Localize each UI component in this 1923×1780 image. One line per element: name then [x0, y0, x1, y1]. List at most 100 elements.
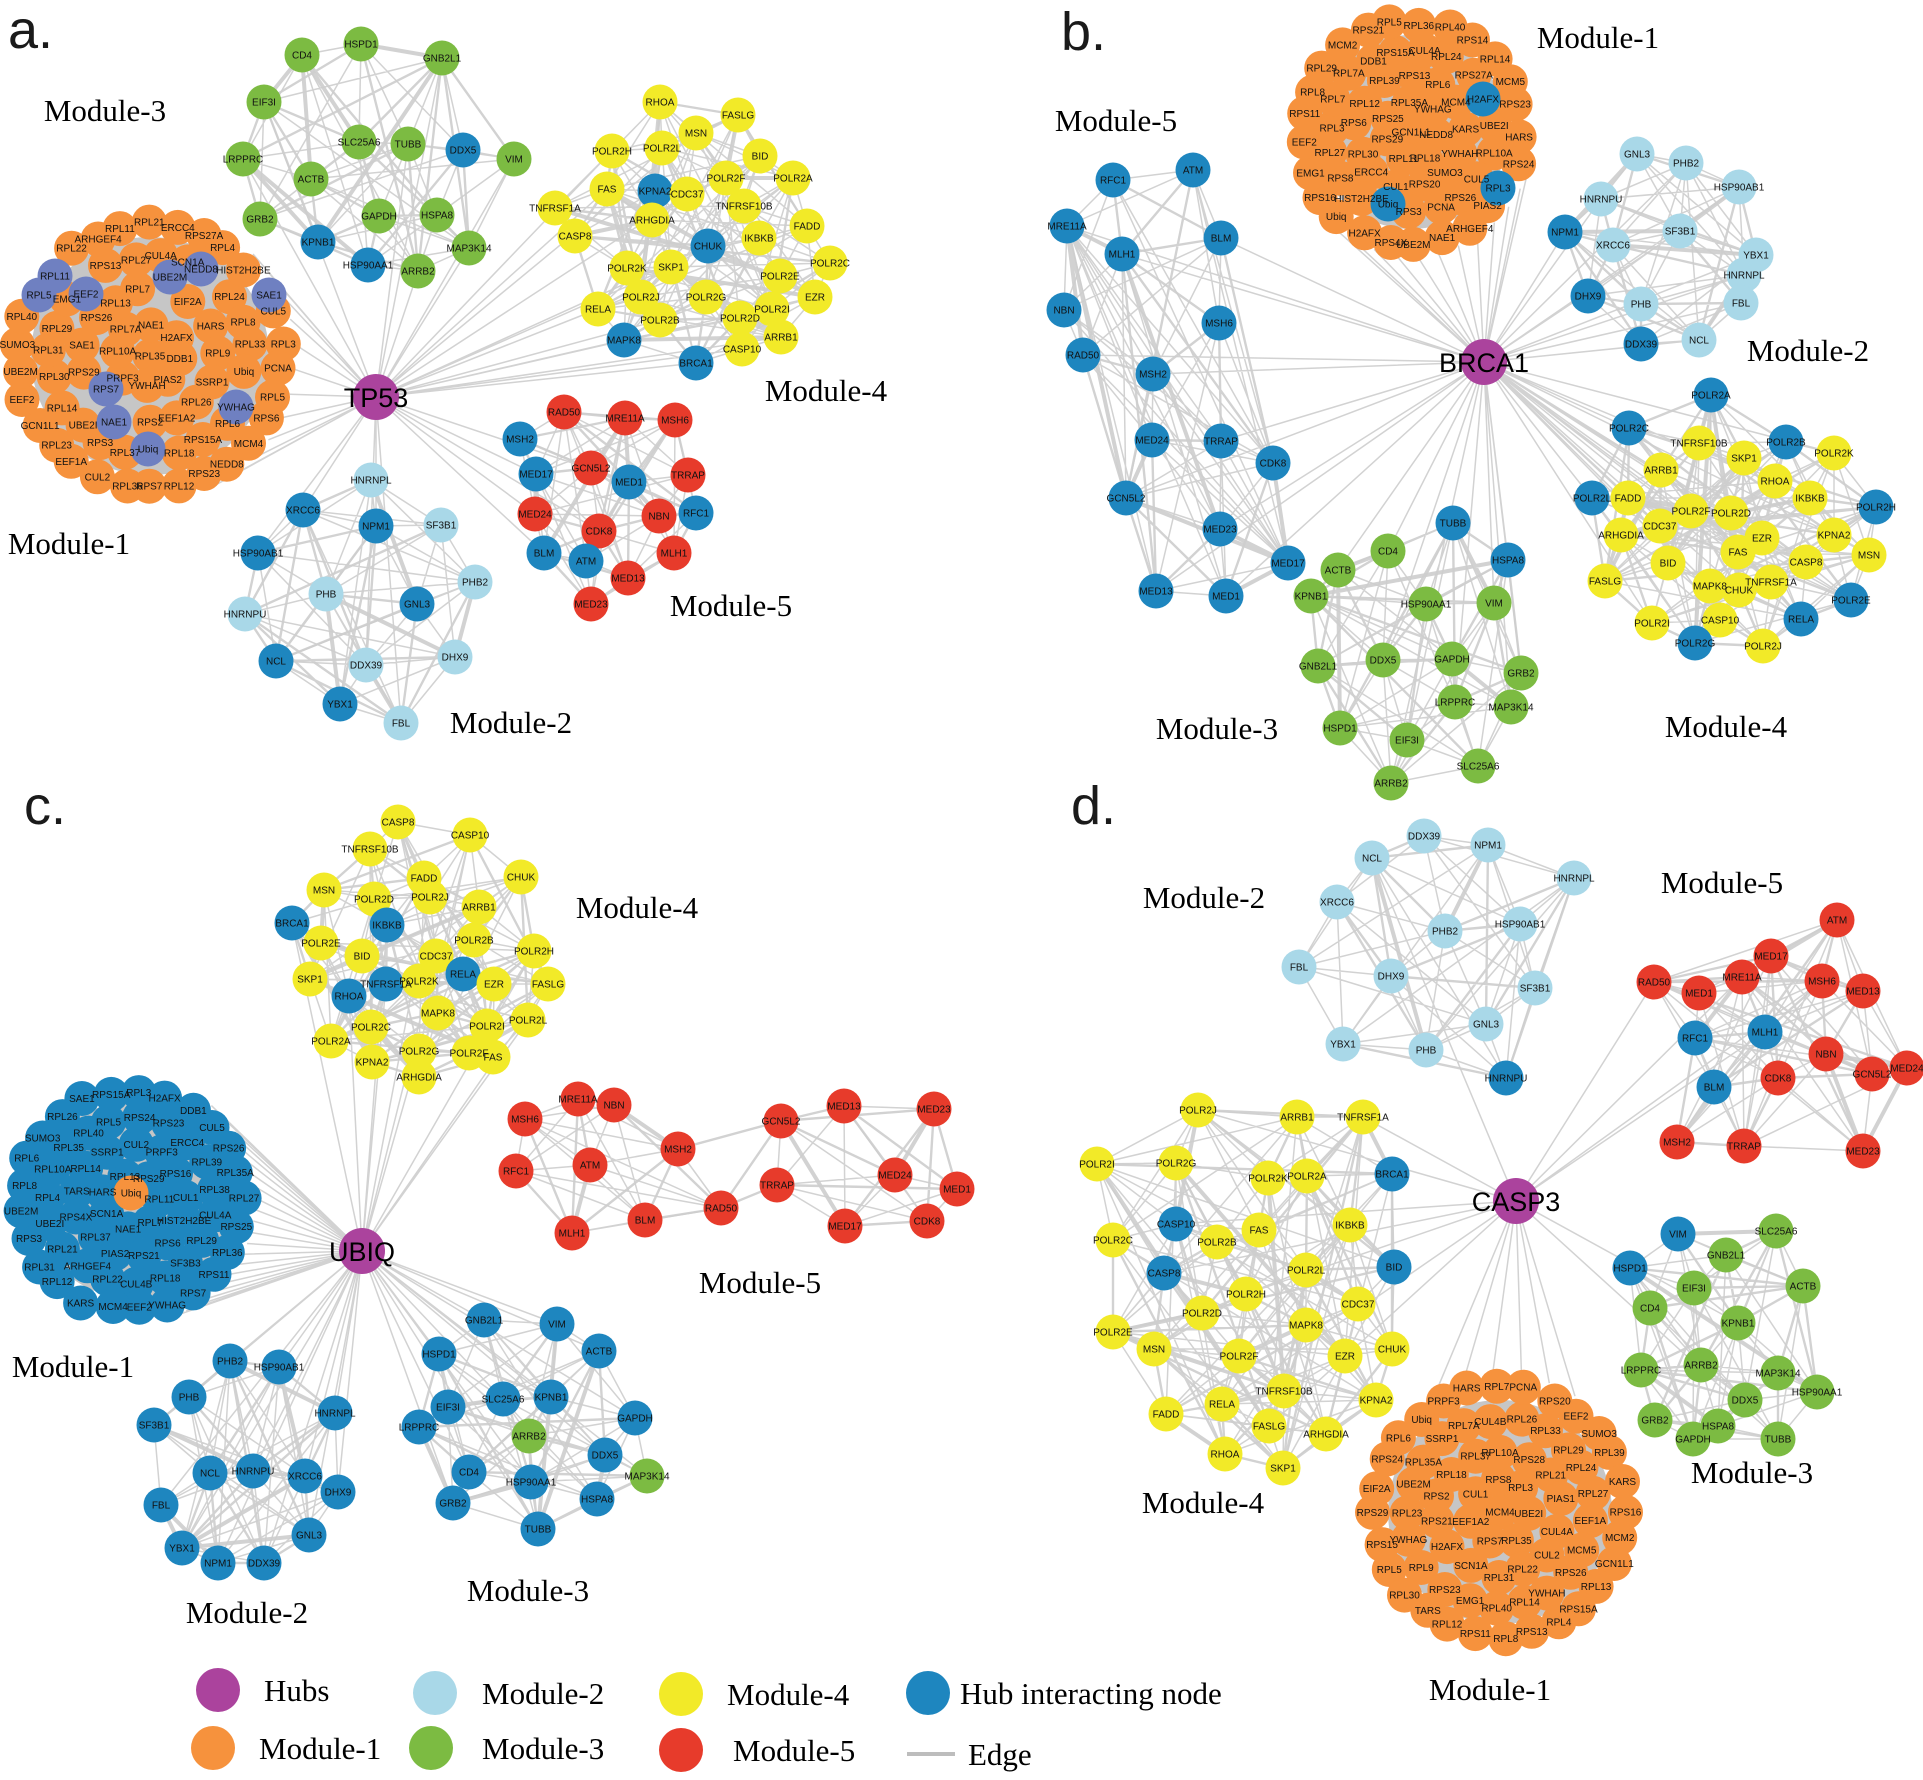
svg-text:MED23: MED23	[1203, 525, 1237, 536]
svg-text:BLM: BLM	[1704, 1083, 1725, 1094]
svg-text:NBN: NBN	[1053, 306, 1074, 317]
svg-text:GNB2L1: GNB2L1	[423, 54, 462, 65]
svg-text:MED1: MED1	[1212, 592, 1240, 603]
svg-text:TNFRSF10B: TNFRSF10B	[1670, 439, 1728, 450]
svg-text:RPL37: RPL37	[80, 1233, 111, 1244]
svg-text:GNL3: GNL3	[296, 1531, 323, 1542]
svg-text:DDB1: DDB1	[180, 1106, 207, 1117]
svg-text:NCL: NCL	[1362, 854, 1382, 865]
svg-text:KPNB1: KPNB1	[535, 1393, 568, 1404]
svg-text:ARHGDIA: ARHGDIA	[629, 216, 675, 227]
svg-text:CUL4B: CUL4B	[120, 1280, 153, 1291]
svg-text:MED13: MED13	[1846, 987, 1880, 998]
svg-text:RFC1: RFC1	[1100, 176, 1127, 187]
svg-text:RPS25: RPS25	[1372, 114, 1404, 125]
svg-text:RPL39: RPL39	[1594, 1448, 1625, 1459]
svg-text:H2AFX: H2AFX	[1431, 1542, 1464, 1553]
svg-text:FAS: FAS	[484, 1053, 503, 1064]
svg-text:RPL31: RPL31	[33, 346, 64, 357]
svg-text:POLR2A: POLR2A	[1691, 391, 1731, 402]
svg-text:MRE11A: MRE11A	[558, 1095, 598, 1106]
svg-text:POLR2K: POLR2K	[1814, 449, 1854, 460]
svg-text:DDX5: DDX5	[450, 146, 477, 157]
svg-text:FBL: FBL	[152, 1501, 171, 1512]
svg-text:ARRB1: ARRB1	[1280, 1113, 1314, 1124]
svg-text:KPNA2: KPNA2	[356, 1058, 389, 1069]
svg-text:MED17: MED17	[1754, 952, 1788, 963]
svg-text:RPL29: RPL29	[1553, 1445, 1584, 1456]
svg-text:YBX1: YBX1	[1330, 1040, 1356, 1051]
svg-text:RPL14: RPL14	[1480, 54, 1511, 65]
svg-text:HNRNPL: HNRNPL	[1723, 271, 1765, 282]
svg-text:Ubiq: Ubiq	[234, 367, 255, 378]
svg-text:POLR2H: POLR2H	[592, 147, 632, 158]
svg-text:CUL1: CUL1	[173, 1193, 199, 1204]
svg-text:Module-5: Module-5	[670, 588, 792, 623]
svg-text:POLR2K: POLR2K	[399, 977, 439, 988]
svg-text:HSP90AB1: HSP90AB1	[233, 549, 284, 560]
svg-text:SF3B1: SF3B1	[139, 1421, 170, 1432]
svg-text:NPM1: NPM1	[362, 522, 390, 533]
svg-text:SLC25A6: SLC25A6	[338, 138, 381, 149]
svg-text:FADD: FADD	[794, 222, 821, 233]
svg-text:MCM5: MCM5	[1496, 77, 1526, 88]
svg-text:PHB: PHB	[316, 590, 337, 601]
svg-text:HSPA8: HSPA8	[1702, 1422, 1734, 1433]
svg-text:RPL7: RPL7	[125, 284, 150, 295]
svg-text:POLR2E: POLR2E	[1093, 1328, 1133, 1339]
svg-text:SUMO3: SUMO3	[1581, 1429, 1617, 1440]
svg-text:RPL26: RPL26	[181, 398, 212, 409]
svg-text:RPS24: RPS24	[124, 1113, 156, 1124]
svg-text:RPS7: RPS7	[93, 385, 120, 396]
svg-text:RPL13: RPL13	[1581, 1582, 1612, 1593]
svg-text:RPS29: RPS29	[1371, 134, 1403, 145]
svg-text:MCM2: MCM2	[1328, 40, 1358, 51]
svg-text:HSP90AA1: HSP90AA1	[506, 1478, 557, 1489]
svg-text:POLR2A: POLR2A	[773, 174, 813, 185]
svg-text:RPL3: RPL3	[1485, 184, 1510, 195]
svg-text:RPL18: RPL18	[164, 448, 195, 459]
svg-text:LRPPRC: LRPPRC	[1435, 698, 1476, 709]
svg-text:RPS27A: RPS27A	[185, 231, 224, 242]
svg-text:RHOA: RHOA	[1761, 477, 1790, 488]
svg-text:ARHGEF4: ARHGEF4	[64, 1261, 112, 1272]
svg-text:GAPDH: GAPDH	[617, 1414, 653, 1425]
svg-text:PHB: PHB	[1416, 1046, 1437, 1057]
svg-text:MED1: MED1	[615, 478, 643, 489]
svg-text:SKP1: SKP1	[297, 975, 323, 986]
svg-text:YBX1: YBX1	[1743, 251, 1769, 262]
svg-text:RPL29: RPL29	[1306, 64, 1337, 75]
svg-text:RPS7: RPS7	[180, 1288, 207, 1299]
svg-text:LRPPRC: LRPPRC	[399, 1423, 440, 1434]
svg-text:MSN: MSN	[1858, 551, 1880, 562]
svg-text:MSH6: MSH6	[1808, 977, 1836, 988]
svg-text:BID: BID	[1660, 559, 1677, 570]
svg-text:RPL6: RPL6	[14, 1154, 39, 1165]
svg-text:MED23: MED23	[1846, 1147, 1880, 1158]
svg-text:MED23: MED23	[574, 600, 608, 611]
svg-text:RFC1: RFC1	[503, 1167, 530, 1178]
svg-text:CHUK: CHUK	[1378, 1345, 1407, 1356]
svg-text:TRRAP: TRRAP	[760, 1181, 794, 1192]
svg-text:GCN5L2: GCN5L2	[1107, 494, 1146, 505]
svg-text:SUMO3: SUMO3	[1427, 168, 1463, 179]
svg-text:Module-1: Module-1	[259, 1731, 381, 1766]
svg-text:FAS: FAS	[1729, 548, 1748, 559]
svg-text:H2AFX: H2AFX	[1467, 95, 1500, 106]
svg-text:CD4: CD4	[1378, 547, 1398, 558]
svg-text:RPS2: RPS2	[137, 418, 164, 429]
svg-text:H2AFX: H2AFX	[148, 1094, 181, 1105]
svg-text:RPL39: RPL39	[1369, 76, 1400, 87]
svg-text:EMG1: EMG1	[1456, 1596, 1485, 1607]
svg-text:RPL10A: RPL10A	[99, 347, 137, 358]
svg-text:RPL29: RPL29	[186, 1236, 217, 1247]
svg-text:TNFRSF1A: TNFRSF1A	[1337, 1113, 1389, 1124]
svg-text:RPL14: RPL14	[47, 403, 78, 414]
svg-text:KPNA2: KPNA2	[1818, 531, 1851, 542]
svg-text:ARRB1: ARRB1	[1644, 466, 1678, 477]
svg-text:GRB2: GRB2	[246, 215, 274, 226]
svg-text:TNFRSF10B: TNFRSF10B	[1255, 1387, 1313, 1398]
svg-text:SF3B3: SF3B3	[170, 1259, 201, 1270]
svg-text:ARRB1: ARRB1	[764, 333, 798, 344]
svg-text:EEF2: EEF2	[1563, 1412, 1588, 1423]
